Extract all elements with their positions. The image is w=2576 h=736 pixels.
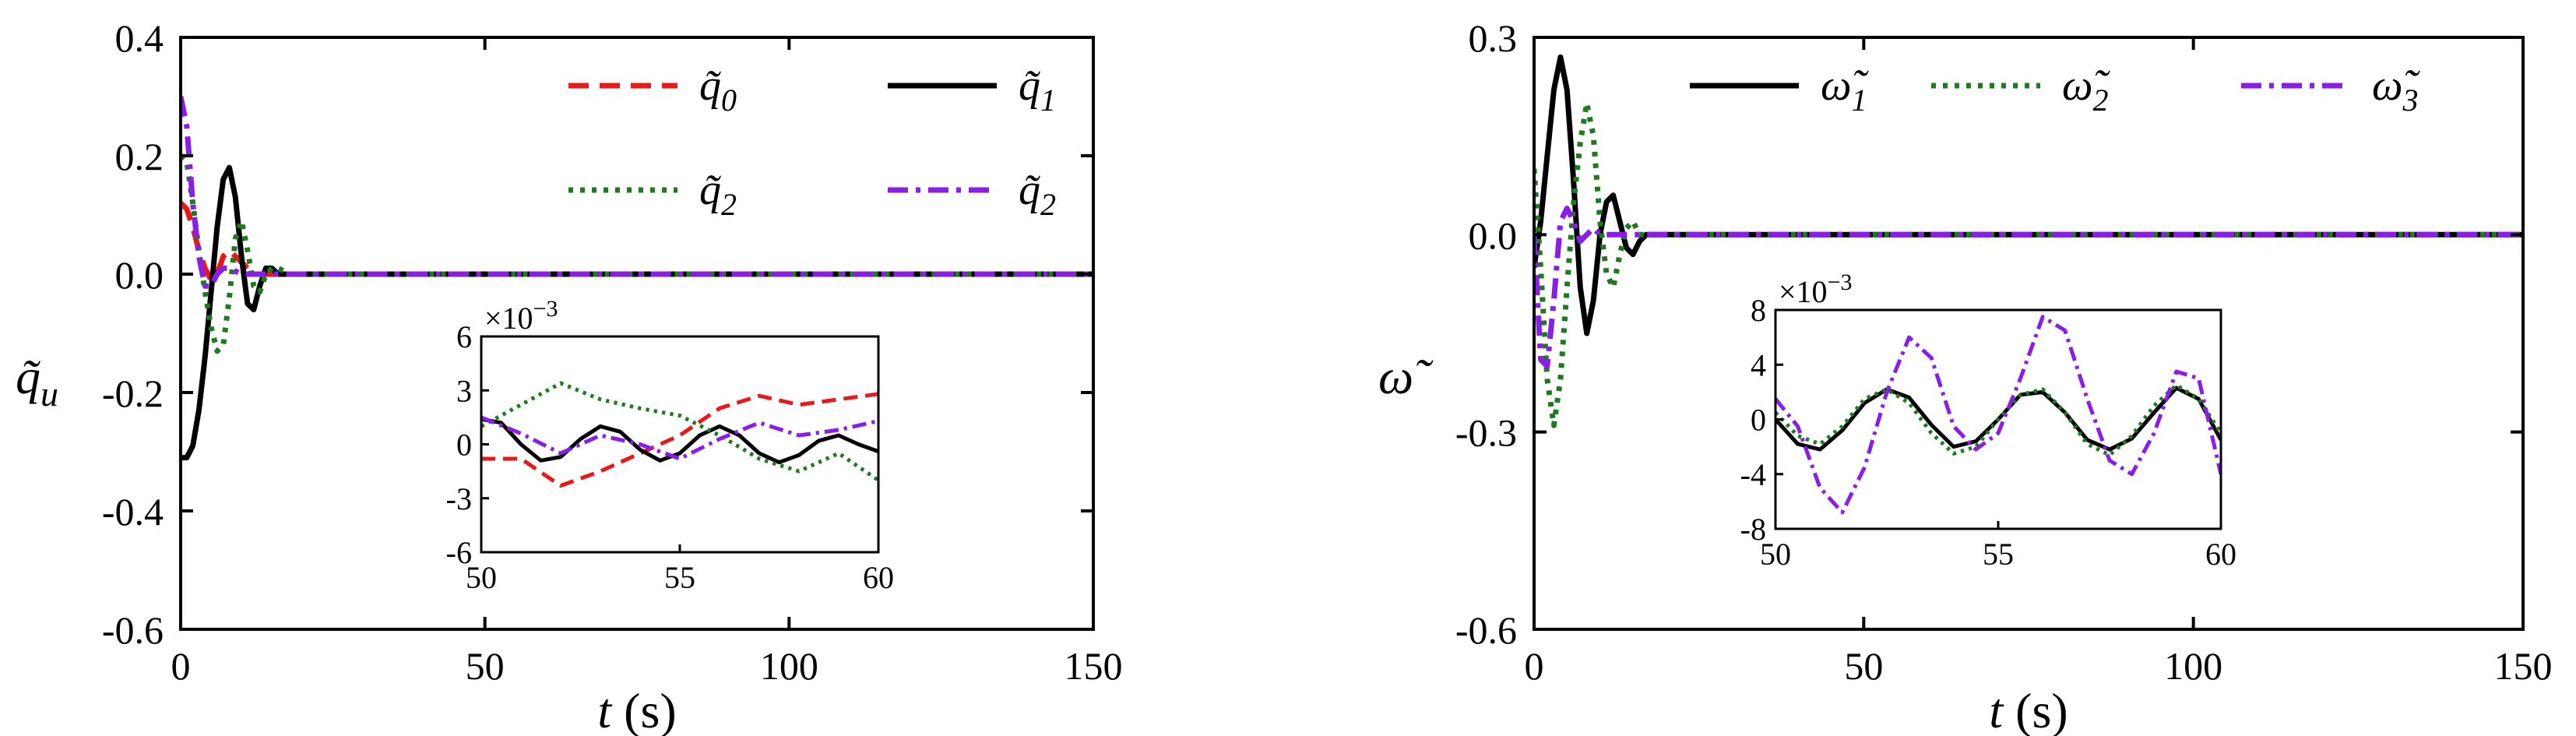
y-tick-label: -0.3 [1455,411,1517,455]
legend: q̃0 q̃1 q̃2 q̃2 [568,62,1056,222]
y-tick-label: -0.2 [102,372,164,415]
series-lines [181,96,1093,461]
legend-entry-label: q̃1 [1019,62,1056,118]
x-tick-label: 50 [466,644,505,688]
x-tick-label: 150 [2494,644,2553,688]
legend-entry-label: ω̃2 [2062,62,2111,118]
series-line-1 [181,201,1093,283]
inset-x-tick-label: 50 [1760,537,1791,572]
inset-y-tick-label: 0 [1751,403,1766,438]
plot-frame [1533,36,2525,631]
inset-y-tick-label: -3 [446,481,472,516]
inset-series-lines [1775,315,2221,515]
series-line-2 [181,164,1093,461]
legend-entry-label: ω̃3 [2372,62,2421,118]
inset-chart: 50 55 60 -6 -3 0 3 6 ×10−3 [446,296,894,595]
inset-x-tick-label: 60 [2205,537,2236,572]
inset-series-line-3 [481,381,878,482]
y-axis-label: ω̃ [1378,349,1434,404]
series-lines [1534,54,2523,428]
series-line-2 [1534,100,2523,428]
legend-entry-label: q̃2 [699,166,737,222]
inset-series-lines [481,381,878,488]
x-tick-label: 0 [1525,644,1544,688]
inset-series-line-2 [481,417,878,465]
y-tick-label: 0.0 [1469,213,1518,257]
inset-y-tick-label: 0 [456,428,472,463]
inset-chart: 50 55 60 -8 -4 0 4 8 ×10−3 [1740,269,2236,572]
inset-y-tick-label: -6 [446,535,472,570]
series-line-3 [181,153,1093,354]
inset-y-tick-label: 4 [1751,347,1766,382]
inset-y-tick-label: 3 [456,373,472,408]
series-line-3 [1534,206,2523,369]
chart-panel-1: 0 50 100 150 -0.6 -0.4 -0.2 0.0 0.2 0.4 t (s) q̃u q̃… [16,16,1123,736]
x-tick-label: 0 [171,644,191,688]
legend: ω̃1 ω̃2 ω̃3 [1690,62,2421,118]
inset-y-tick-label: -8 [1740,512,1766,547]
x-tick-label: 50 [1844,644,1883,688]
chart-panel-2: 0 50 100 150 -0.6 -0.3 0.0 0.3 t (s) ω̃ ω̃1 ω̃2 ω̃3 5… [1378,16,2553,736]
inset-scale-label: ×10−3 [1779,269,1852,309]
legend-entry-label: q̃0 [699,62,737,118]
legend-entry-label: q̃2 [1019,166,1056,222]
plot-frame [179,36,1095,631]
y-axis-label: q̃u [16,349,58,414]
inset-x-tick-label: 55 [664,560,695,595]
x-tick-label: 100 [2164,644,2222,688]
x-axis-label: t (s) [1989,683,2067,736]
series-line-4 [181,96,1093,289]
inset-series-line-3 [1775,315,2221,515]
inset-series-line-1 [481,392,878,488]
y-tick-label: -0.6 [102,608,164,652]
legend-entry-label: ω̃1 [1821,62,1870,118]
x-tick-label: 100 [760,644,818,688]
y-tick-label: -0.4 [102,490,164,534]
y-tick-label: 0.4 [115,16,164,60]
inset-x-tick-label: 55 [1983,537,2014,572]
inset-scale-label: ×10−3 [484,296,558,336]
x-tick-label: 150 [1065,644,1123,688]
inset-x-tick-label: 60 [863,560,894,595]
inset-series-line-2 [1775,383,2221,457]
inset-x-tick-label: 50 [466,560,497,595]
inset-y-tick-label: 6 [456,319,472,354]
x-axis-label: t (s) [597,683,676,736]
y-tick-label: -0.6 [1455,608,1517,652]
y-tick-label: 0.3 [1469,16,1518,60]
inset-y-tick-label: -4 [1740,457,1766,492]
inset-y-tick-label: 8 [1751,293,1766,328]
y-tick-label: 0.0 [115,253,164,297]
y-tick-label: 0.2 [115,135,164,178]
